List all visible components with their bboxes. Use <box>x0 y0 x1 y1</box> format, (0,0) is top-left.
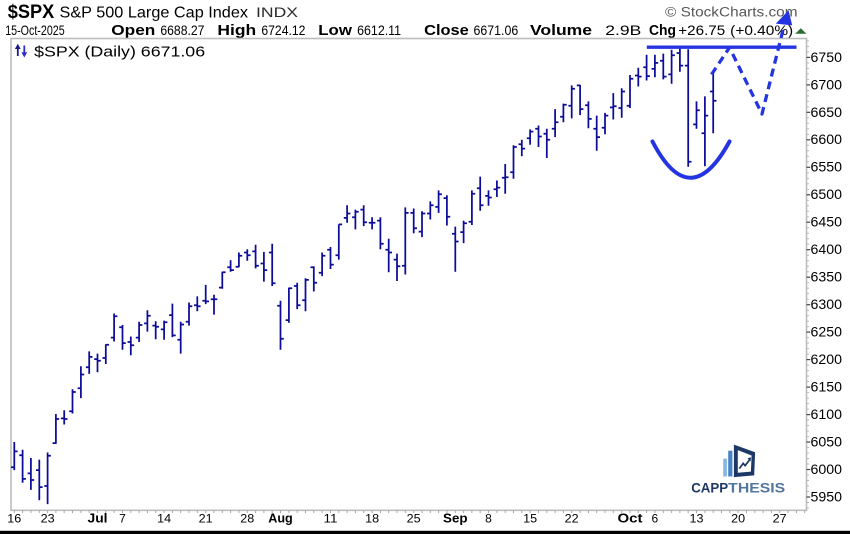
svg-text:27: 27 <box>773 511 787 525</box>
svg-text:© StockCharts.com: © StockCharts.com <box>665 5 798 20</box>
svg-text:20: 20 <box>731 511 745 525</box>
svg-text:6612.11: 6612.11 <box>357 22 401 38</box>
svg-text:$SPX: $SPX <box>8 2 55 23</box>
svg-text:25: 25 <box>407 511 421 525</box>
svg-text:Sep: Sep <box>443 511 468 525</box>
svg-text:Chg: Chg <box>649 23 676 39</box>
svg-text:S&P 500 Large Cap Index: S&P 500 Large Cap Index <box>60 5 249 22</box>
svg-text:13: 13 <box>690 511 704 525</box>
svg-text:15-Oct-2025: 15-Oct-2025 <box>5 22 65 38</box>
svg-text:7: 7 <box>119 511 126 525</box>
svg-text:6500: 6500 <box>811 187 843 202</box>
svg-text:6150: 6150 <box>811 380 843 395</box>
svg-text:(+0.40%): (+0.40%) <box>730 22 793 38</box>
svg-text:INDX: INDX <box>256 5 298 20</box>
svg-text:8: 8 <box>485 511 492 525</box>
svg-text:6400: 6400 <box>811 242 843 257</box>
svg-text:6688.27: 6688.27 <box>160 22 204 38</box>
svg-text:18: 18 <box>365 511 379 525</box>
svg-text:Volume: Volume <box>530 23 592 39</box>
svg-text:6000: 6000 <box>811 462 843 477</box>
svg-text:14: 14 <box>157 511 171 525</box>
svg-text:+26.75: +26.75 <box>678 22 725 38</box>
svg-text:15: 15 <box>523 511 537 525</box>
svg-text:28: 28 <box>240 511 254 525</box>
svg-text:6050: 6050 <box>811 434 843 449</box>
svg-text:6671.06: 6671.06 <box>474 22 519 38</box>
svg-text:6100: 6100 <box>811 407 843 422</box>
svg-text:23: 23 <box>41 511 55 525</box>
svg-text:6600: 6600 <box>811 132 843 147</box>
svg-text:16: 16 <box>7 511 21 525</box>
svg-text:2.9B: 2.9B <box>605 22 641 38</box>
svg-text:6700: 6700 <box>811 77 843 92</box>
svg-text:6300: 6300 <box>811 297 843 312</box>
svg-text:Oct: Oct <box>618 511 644 525</box>
svg-text:11: 11 <box>324 511 338 525</box>
svg-text:Open: Open <box>111 23 155 39</box>
svg-text:Close: Close <box>424 23 469 39</box>
svg-text:Aug: Aug <box>268 511 293 525</box>
svg-text:6750: 6750 <box>811 50 843 65</box>
svg-text:CAPP: CAPP <box>691 481 728 496</box>
svg-text:THESIS: THESIS <box>728 481 785 496</box>
svg-text:6650: 6650 <box>811 105 843 120</box>
svg-text:5950: 5950 <box>811 489 843 504</box>
svg-text:$SPX (Daily) 6671.06: $SPX (Daily) 6671.06 <box>34 43 205 60</box>
svg-text:6250: 6250 <box>811 325 843 340</box>
svg-text:Jul: Jul <box>88 511 108 525</box>
svg-text:6200: 6200 <box>811 352 843 367</box>
svg-text:6450: 6450 <box>811 215 843 230</box>
svg-text:6350: 6350 <box>811 270 843 285</box>
svg-text:6724.12: 6724.12 <box>261 22 305 38</box>
svg-text:6: 6 <box>652 511 659 525</box>
svg-text:High: High <box>217 23 256 39</box>
svg-text:21: 21 <box>199 511 213 525</box>
svg-text:Low: Low <box>318 23 352 39</box>
svg-text:22: 22 <box>565 511 579 525</box>
svg-text:6550: 6550 <box>811 160 843 175</box>
